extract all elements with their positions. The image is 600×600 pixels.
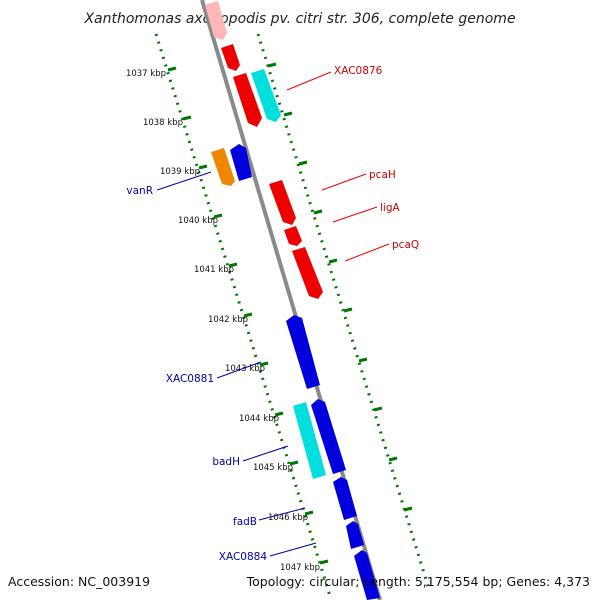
kbp-label: 1038 kbp <box>143 118 183 128</box>
gene-block-forward[interactable] <box>233 73 262 127</box>
rna-block[interactable] <box>293 402 326 479</box>
gene-block-reverse[interactable] <box>230 144 252 181</box>
kbp-label: 1041 kbp <box>194 265 234 275</box>
gene-block-reverse[interactable] <box>333 477 357 520</box>
kbp-label: 1037 kbp <box>126 69 166 79</box>
gene-block-reverse[interactable] <box>311 399 346 474</box>
gene-label-vanR[interactable]: vanR <box>126 185 153 197</box>
outer-tick-ring <box>256 33 430 587</box>
kbp-label: 1043 kbp <box>225 364 265 374</box>
map-title: Xanthomonas axonopodis pv. citri str. 30… <box>83 11 515 27</box>
kbp-label: 1042 kbp <box>208 315 248 325</box>
gene-label-XAC0884[interactable]: XAC0884 <box>219 551 268 563</box>
kbp-label: 1045 kbp <box>253 463 293 473</box>
gene-labels: XAC0876 pcaH ligA pcaQ vanR XAC0881 badH… <box>126 65 419 563</box>
gene-label-fadB[interactable]: fadB <box>233 516 257 528</box>
rna-block[interactable] <box>251 69 281 122</box>
gene-label-ligA[interactable]: ligA <box>380 202 400 214</box>
kbp-label: 1046 kbp <box>268 513 308 523</box>
gene-block-other[interactable] <box>211 148 235 186</box>
gene-label-XAC0881[interactable]: XAC0881 <box>166 373 214 385</box>
outer-major-ticks <box>267 62 413 512</box>
gene-block-forward[interactable] <box>284 226 302 246</box>
kbp-label: 1047 kbp <box>280 563 320 573</box>
gene-block-reverse[interactable] <box>286 315 320 389</box>
label-leaders <box>156 71 390 557</box>
topology-info: Topology: circular; Length: 5,175,554 bp… <box>246 574 590 589</box>
gene-block-faded <box>205 1 227 40</box>
gene-label-badH[interactable]: badH <box>212 456 240 468</box>
kbp-label: 1044 kbp <box>239 414 279 424</box>
gene-block-forward[interactable] <box>221 44 240 71</box>
kbp-label: 1039 kbp <box>160 167 200 177</box>
kbp-label: 1040 kbp <box>178 216 218 226</box>
gene-block-forward[interactable] <box>269 180 296 225</box>
gene-label-pcaH[interactable]: pcaH <box>369 169 396 181</box>
kbp-labels: 1037 kbp 1038 kbp 1039 kbp 1040 kbp 1041… <box>126 69 320 573</box>
gene-label-pcaQ[interactable]: pcaQ <box>392 239 419 251</box>
inner-major-ticks <box>167 66 329 565</box>
gene-label-XAC0876[interactable]: XAC0876 <box>334 65 383 77</box>
gene-block-reverse[interactable] <box>346 521 364 549</box>
feature-track <box>205 1 380 600</box>
gene-block-reverse[interactable] <box>354 550 380 600</box>
accession-info: Accession: NC_003919 <box>8 574 151 589</box>
gene-block-forward[interactable] <box>292 247 323 299</box>
